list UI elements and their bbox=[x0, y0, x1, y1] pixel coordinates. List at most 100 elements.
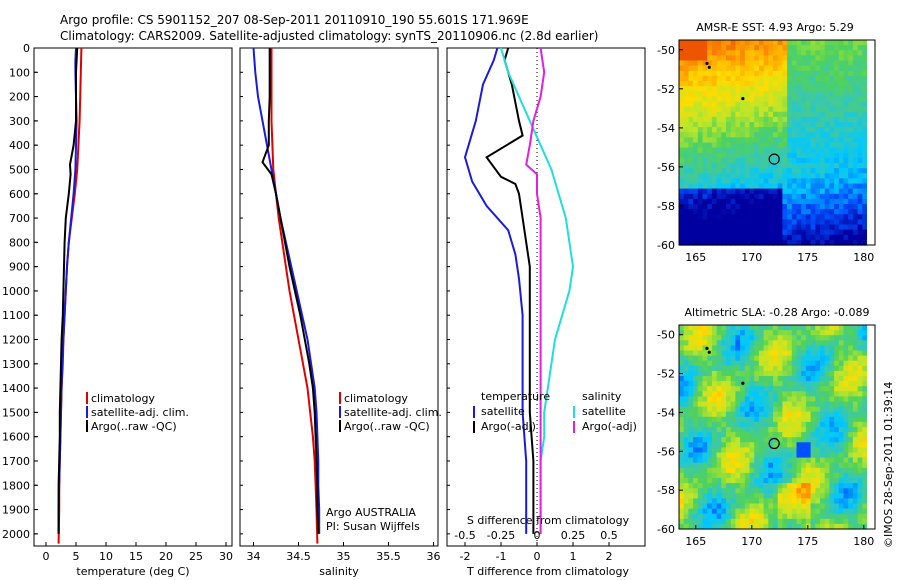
map-cell bbox=[838, 386, 845, 392]
map-cell bbox=[834, 229, 840, 236]
map-cell bbox=[848, 325, 854, 331]
map-cell bbox=[843, 168, 849, 174]
map-cell bbox=[773, 60, 779, 67]
map-cell bbox=[711, 116, 718, 123]
map-cell bbox=[702, 472, 708, 479]
map-cell bbox=[711, 127, 718, 133]
map-cell bbox=[702, 462, 708, 469]
map-cell bbox=[857, 229, 863, 236]
map-cell bbox=[683, 152, 689, 159]
map-cell bbox=[758, 345, 765, 352]
map-cell bbox=[796, 360, 802, 367]
map-cell bbox=[773, 452, 779, 459]
map-cell bbox=[834, 101, 840, 108]
map-cell bbox=[768, 111, 774, 118]
map-cell bbox=[702, 386, 708, 392]
map-cell bbox=[735, 214, 741, 221]
map-cell bbox=[820, 498, 826, 505]
map-cell bbox=[679, 193, 685, 200]
map-cell bbox=[702, 234, 708, 241]
map-cell bbox=[754, 40, 760, 46]
legend-label-argo: Argo(..raw -QC) bbox=[344, 420, 430, 433]
map-cell bbox=[843, 204, 849, 210]
map-cell bbox=[735, 523, 741, 530]
map-cell bbox=[711, 214, 718, 221]
map-cell bbox=[848, 432, 854, 438]
map-cell bbox=[679, 91, 685, 98]
map-cell bbox=[834, 60, 840, 67]
map-x-tick-label: 180 bbox=[853, 535, 874, 548]
map-cell bbox=[857, 513, 863, 520]
map-cell bbox=[740, 391, 746, 397]
map-cell bbox=[735, 234, 741, 241]
map-cell bbox=[763, 55, 769, 62]
map-cell bbox=[857, 386, 863, 392]
map-cell bbox=[857, 193, 863, 200]
map-cell bbox=[679, 168, 685, 174]
map-cell bbox=[838, 173, 845, 180]
map-cell bbox=[791, 513, 798, 520]
map-cell bbox=[773, 503, 779, 510]
map-cell bbox=[707, 239, 713, 246]
map-cell bbox=[829, 513, 835, 520]
legend-label-temp-argo: Argo(-adj) bbox=[481, 420, 536, 433]
map-cell bbox=[829, 75, 835, 82]
map-cell bbox=[688, 152, 694, 159]
map-cell bbox=[829, 401, 835, 408]
map-cell bbox=[683, 81, 689, 87]
map-cell bbox=[787, 457, 793, 464]
map-cell bbox=[829, 376, 835, 382]
map-cell bbox=[702, 147, 708, 154]
map-cell bbox=[768, 168, 774, 174]
map-cell bbox=[707, 45, 713, 51]
map-cell bbox=[777, 132, 783, 139]
map-cell bbox=[801, 75, 807, 82]
map-cell bbox=[758, 488, 765, 494]
map-cell bbox=[716, 381, 722, 387]
map-cell bbox=[726, 447, 732, 454]
map-cell bbox=[754, 421, 760, 428]
map-cell bbox=[824, 70, 830, 77]
map-cell bbox=[740, 472, 746, 479]
map-y-tick-label: -50 bbox=[657, 329, 675, 342]
map-cell bbox=[754, 163, 760, 169]
map-cell bbox=[711, 406, 718, 413]
map-cell bbox=[810, 523, 816, 530]
map-cell bbox=[829, 132, 835, 139]
map-cell bbox=[834, 65, 840, 72]
map-cell bbox=[838, 168, 845, 174]
map-cell bbox=[782, 360, 788, 367]
map-cell bbox=[688, 396, 694, 403]
map-cell bbox=[791, 55, 798, 62]
map-cell bbox=[862, 370, 868, 377]
map-cell bbox=[857, 391, 863, 397]
map-cell bbox=[754, 427, 760, 433]
map-cell bbox=[702, 503, 708, 510]
map-cell bbox=[735, 518, 741, 525]
map-cell bbox=[726, 239, 732, 246]
map-cell bbox=[805, 478, 812, 484]
map-cell bbox=[716, 209, 722, 215]
map-cell bbox=[796, 111, 802, 118]
map-cell bbox=[834, 142, 840, 149]
map-cell bbox=[824, 503, 830, 510]
map-cell bbox=[824, 40, 830, 46]
map-cell bbox=[857, 335, 863, 341]
series-line bbox=[485, 47, 535, 534]
map-cell bbox=[852, 188, 859, 195]
map-cell bbox=[791, 147, 798, 154]
map-cell bbox=[773, 229, 779, 236]
map-cell bbox=[716, 498, 722, 505]
map-cell bbox=[787, 65, 793, 72]
map-cell bbox=[820, 457, 826, 464]
map-cell bbox=[843, 360, 849, 367]
map-cell bbox=[782, 340, 788, 346]
map-cell bbox=[763, 91, 769, 98]
map-cell bbox=[824, 488, 830, 494]
map-cell bbox=[707, 396, 713, 403]
map-cell bbox=[805, 330, 812, 336]
map-cell bbox=[820, 198, 826, 205]
difference-panel-frame bbox=[446, 47, 646, 547]
map-cell bbox=[711, 65, 718, 72]
map-cell bbox=[744, 462, 751, 469]
